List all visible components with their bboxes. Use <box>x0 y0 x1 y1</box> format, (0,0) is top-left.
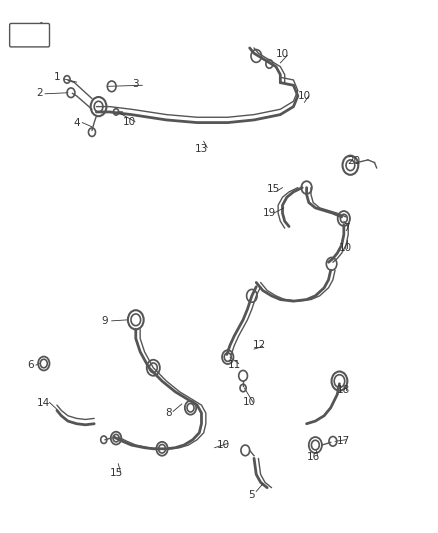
Text: 4: 4 <box>73 118 80 127</box>
Text: 10: 10 <box>339 243 352 253</box>
Text: 16: 16 <box>307 453 320 462</box>
Text: 1: 1 <box>53 72 60 82</box>
Text: 9: 9 <box>102 317 109 326</box>
Text: FWD: FWD <box>21 32 38 38</box>
Text: 2: 2 <box>36 88 43 98</box>
Text: 17: 17 <box>337 437 350 446</box>
Text: 7: 7 <box>343 223 350 233</box>
Text: 10: 10 <box>243 398 256 407</box>
Text: 8: 8 <box>165 408 172 418</box>
Text: 15: 15 <box>110 469 123 478</box>
Text: 19: 19 <box>263 208 276 218</box>
Text: 15: 15 <box>267 184 280 194</box>
FancyBboxPatch shape <box>10 23 49 47</box>
Text: 11: 11 <box>228 360 241 370</box>
Text: 3: 3 <box>132 79 139 89</box>
Text: 14: 14 <box>37 399 50 408</box>
Text: 10: 10 <box>298 91 311 101</box>
Text: 10: 10 <box>123 117 136 126</box>
Text: 12: 12 <box>253 341 266 350</box>
Text: 20: 20 <box>347 156 360 166</box>
Text: 6: 6 <box>27 360 34 370</box>
Text: 10: 10 <box>276 50 289 59</box>
Text: 10: 10 <box>217 440 230 450</box>
Text: 13: 13 <box>195 144 208 154</box>
Text: 18: 18 <box>337 385 350 395</box>
Text: 5: 5 <box>248 490 255 499</box>
